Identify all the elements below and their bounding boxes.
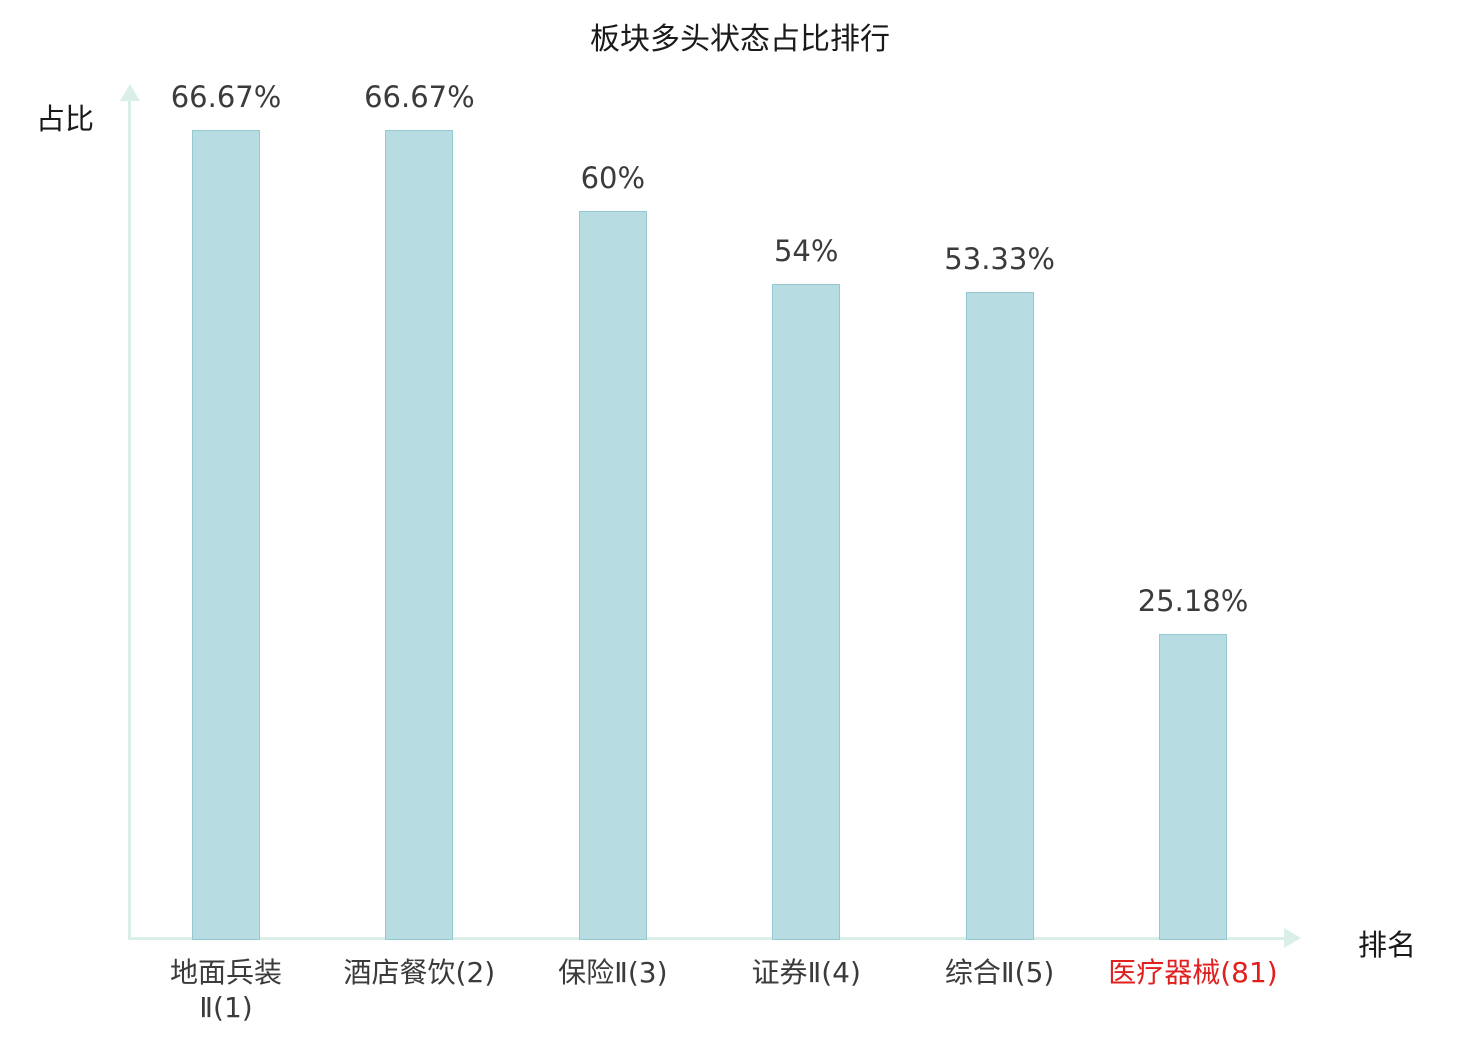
chart-title: 板块多头状态占比排行 — [590, 22, 890, 57]
y-axis-line — [128, 96, 131, 940]
y-axis-label: 占比 — [36, 102, 95, 136]
bar-value-label: 25.18% — [1137, 584, 1249, 619]
bar-value-label: 53.33% — [944, 242, 1055, 277]
bar — [192, 130, 260, 940]
y-axis-arrow-icon — [120, 84, 140, 101]
bar-category-label: 地面兵装 Ⅱ(1) — [169, 956, 282, 1024]
bar-value-label: 54% — [773, 233, 839, 268]
bar-value-label: 66.67% — [364, 80, 475, 114]
bar — [772, 283, 841, 940]
bar-category-label: 综合Ⅱ(5) — [944, 956, 1055, 989]
x-axis-label: 排名 — [1358, 928, 1417, 962]
bar — [1159, 634, 1227, 940]
bar-category-label: 酒店餐饮(2) — [343, 956, 496, 989]
bar-category-label: 证券Ⅱ(4) — [751, 956, 861, 989]
x-axis-arrow-icon — [1284, 928, 1301, 948]
bar-category-label: 医疗器械(81) — [1108, 956, 1278, 989]
bar — [385, 130, 454, 940]
bar-value-label: 60% — [580, 161, 646, 196]
bar-value-label: 66.67% — [170, 80, 282, 114]
x-axis-line — [128, 937, 1286, 940]
bar-category-label: 保险Ⅱ(3) — [558, 956, 668, 989]
bar — [965, 292, 1034, 940]
bar — [578, 211, 647, 940]
